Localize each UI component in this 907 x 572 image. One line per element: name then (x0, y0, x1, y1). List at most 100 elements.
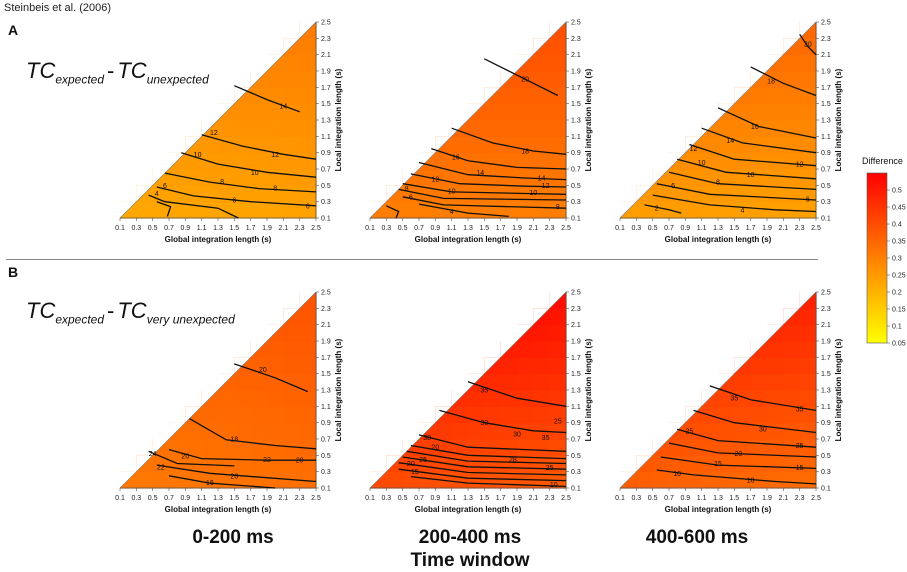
x-tick-label: 0.1 (115, 495, 125, 502)
x-axis-label: Global integration length (s) (665, 235, 772, 244)
y-tick-label: 1.9 (571, 69, 581, 76)
heatmap-cell (218, 455, 235, 473)
y-tick-label: 1.3 (571, 388, 581, 395)
x-tick-label: 0.3 (631, 495, 641, 502)
heatmap-cell (533, 87, 551, 105)
heatmap-cell (767, 455, 784, 473)
heatmap-cell (283, 152, 301, 170)
heatmap-cell (549, 390, 567, 407)
contour-line (660, 456, 817, 470)
x-tick-label: 2.3 (795, 225, 805, 232)
heatmap-cell (169, 201, 186, 219)
heatmap-cell (267, 406, 284, 424)
heatmap-cell (267, 71, 284, 88)
contour-label: 35 (730, 396, 738, 403)
y-tick-label: 0.7 (321, 437, 331, 444)
x-tick-label: 1.9 (262, 495, 272, 502)
contour-line (668, 171, 817, 191)
y-tick-label: 2.3 (571, 306, 581, 313)
y-tick-label: 1.7 (321, 85, 331, 92)
heatmap-cell (533, 120, 551, 137)
heatmap-cell (652, 455, 670, 473)
contour-label: 22 (263, 457, 271, 464)
contour-line (181, 152, 317, 178)
colorbar-title: Difference (862, 156, 903, 166)
heatmap-cell (718, 471, 735, 489)
heatmap-cell (783, 87, 801, 105)
y-tick-label: 0.7 (321, 167, 331, 174)
x-tick-label: 0.9 (680, 495, 690, 502)
y-tick-label: 2.3 (321, 306, 331, 313)
heatmap-cell (549, 341, 567, 358)
y-tick-label: 2.1 (321, 52, 331, 59)
heatmap-cell (299, 87, 317, 105)
contour-label: 8 (220, 179, 224, 186)
heatmap-cell (299, 136, 317, 154)
x-tick-label: 1.9 (512, 225, 522, 232)
y-tick-label: 1.9 (571, 339, 581, 346)
heatmap-cell (201, 201, 219, 219)
heatmap-cell (201, 406, 219, 424)
heatmap-cell (283, 341, 301, 358)
heatmap-cell (234, 120, 252, 137)
heatmap-cell (549, 373, 567, 391)
x-axis-label: Global integration length (s) (165, 235, 272, 244)
heatmap-cell (734, 406, 752, 424)
heatmap-cell (250, 120, 268, 137)
x-tick-label: 2.3 (545, 495, 555, 502)
heatmap-cell (500, 357, 518, 375)
contour-label: 12 (271, 152, 279, 159)
heatmap-cell (435, 422, 453, 440)
heatmap-cell (734, 201, 752, 219)
heatmap-cell (750, 87, 768, 105)
heatmap-cell (267, 152, 284, 170)
heatmap-cell (767, 136, 784, 154)
heatmap-cell (533, 341, 551, 358)
y-tick-label: 0.7 (571, 437, 581, 444)
heatmap-cell (484, 422, 502, 440)
heatmap-cell (549, 87, 567, 105)
contour-line (410, 173, 567, 188)
heatmap-cell (718, 152, 735, 170)
heatmap-cell (299, 406, 317, 424)
heatmap-cell (283, 201, 301, 219)
x-tick-label: 1.3 (713, 495, 723, 502)
y-tick-label: 1.9 (321, 69, 331, 76)
heatmap-cell (718, 201, 735, 219)
heatmap-cell (299, 341, 317, 358)
x-tick-label: 1.7 (246, 495, 256, 502)
heatmap-cell (234, 152, 252, 170)
heatmap-cell (750, 103, 768, 121)
panel-b-formula: TCexpected - TCvery unexpected (26, 298, 235, 326)
x-tick-label: 1.5 (479, 495, 489, 502)
contour-line (410, 444, 567, 460)
heatmap-cell (685, 201, 703, 219)
formula-b-sub2: very unexpected (146, 312, 235, 327)
y-tick-label: 2.5 (821, 290, 831, 297)
contour-label: 10 (550, 482, 558, 489)
diagonal-edge (119, 21, 317, 219)
heatmap-cell (484, 152, 502, 170)
x-tick-label: 2.5 (811, 225, 821, 232)
heatmap-cell (218, 390, 235, 407)
x-tick-label: 1.9 (762, 225, 772, 232)
heatmap-cell (799, 357, 817, 375)
heatmap-cell (750, 357, 768, 375)
x-axis-label: Global integration length (s) (415, 505, 522, 514)
y-tick-label: 1.1 (321, 134, 331, 141)
contour-line (644, 204, 682, 214)
y-tick-label: 1.9 (321, 339, 331, 346)
heatmap-cell (201, 136, 219, 154)
heatmap-cell (533, 406, 551, 424)
heatmap-cell (783, 152, 801, 170)
heatmap-cell (283, 71, 301, 88)
heatmap-cell (517, 422, 534, 440)
contour-line (652, 194, 817, 213)
x-tick-label: 2.1 (778, 225, 788, 232)
heatmap-cell (169, 439, 186, 456)
contour-line (402, 196, 567, 209)
diagonal-edge (369, 291, 567, 489)
heatmap-cell (234, 185, 252, 203)
contour-label: 30 (759, 427, 767, 434)
heatmap-cell (533, 357, 551, 375)
